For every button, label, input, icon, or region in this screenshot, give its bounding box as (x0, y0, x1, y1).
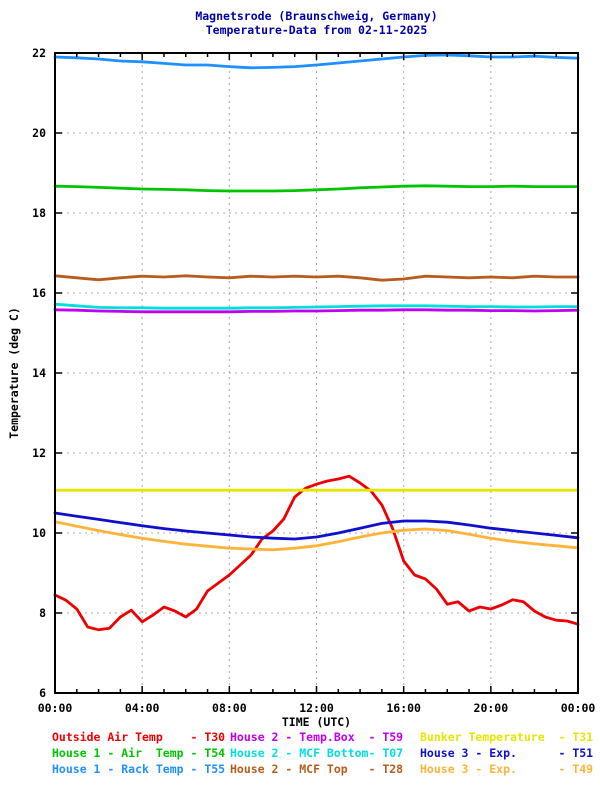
x-tick-label: 20:00 (474, 701, 509, 715)
y-tick-label: 16 (32, 286, 46, 300)
x-tick-label: 04:00 (125, 701, 160, 715)
chart-title: Magnetsrode (Braunschweig, Germany) (195, 9, 438, 23)
series-line-T51 (53, 511, 580, 541)
series-line-T54 (53, 184, 580, 193)
y-tick-label: 10 (32, 526, 46, 540)
legend-entry-T54: House 1 - Air Temp - T54 (52, 746, 226, 760)
x-axis-label: TIME (UTC) (281, 715, 352, 729)
series-line-T28 (53, 274, 580, 282)
x-tick-label: 08:00 (212, 701, 247, 715)
y-tick-label: 18 (32, 206, 46, 220)
x-tick-label: 00:00 (561, 701, 596, 715)
series-line-T59 (53, 308, 580, 314)
legend-entry-T51: House 3 - Exp. - T51 (420, 746, 594, 760)
x-tick-label: 00:00 (38, 701, 73, 715)
series-line-T49 (53, 520, 580, 552)
y-tick-label: 6 (39, 686, 46, 700)
legend-entry-T55: House 1 - Rack Temp - T55 (52, 762, 226, 776)
series-line-T30 (53, 474, 580, 632)
chart-title-block: Magnetsrode (Braunschweig, Germany) Temp… (33, 9, 600, 37)
y-tick-label: 14 (32, 366, 46, 380)
x-tick-label: 16:00 (386, 701, 421, 715)
legend-entry-T30: Outside Air Temp - T30 (52, 730, 226, 744)
legend-entry-T28: House 2 - MCF Top - T28 (230, 762, 404, 776)
y-tick-label: 8 (39, 606, 46, 620)
y-tick-label: 22 (32, 46, 46, 60)
legend-entry-T07: House 2 - MCF Bottom- T07 (230, 746, 404, 760)
legend-entry-T59: House 2 - Temp.Box - T59 (230, 730, 404, 744)
legend-entry-T31: Bunker Temperature - T31 (420, 730, 594, 744)
y-tick-label: 12 (32, 446, 46, 460)
y-tick-label: 20 (32, 126, 46, 140)
x-tick-label: 12:00 (299, 701, 334, 715)
legend-entry-T49: House 3 - Exp. - T49 (420, 762, 594, 776)
series-line-T07 (53, 302, 580, 310)
chart-subtitle: Temperature-Data from 02-11-2025 (205, 23, 428, 37)
